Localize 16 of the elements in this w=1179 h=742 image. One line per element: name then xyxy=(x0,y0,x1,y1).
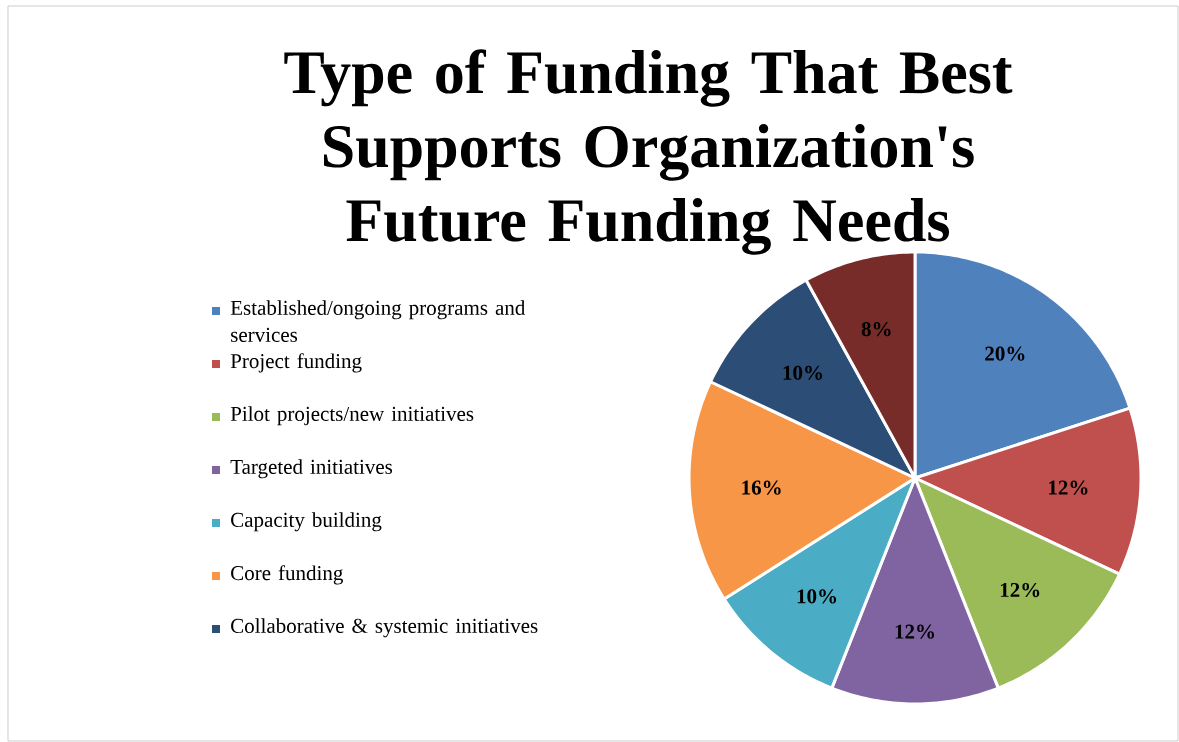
legend-label: Collaborative & systemic initiatives xyxy=(231,618,538,638)
data-label: 12% xyxy=(1000,582,1040,598)
data-label: 20% xyxy=(985,346,1025,361)
legend-label: Pilot projects/new initiatives xyxy=(230,406,474,426)
legend-label: Established/ongoing programs and services xyxy=(230,300,526,342)
data-label: 12% xyxy=(895,624,935,639)
data-label: 12% xyxy=(1049,480,1088,495)
legend-label: Core funding xyxy=(231,565,343,585)
data-label: 16% xyxy=(742,480,781,495)
data-label: 8% xyxy=(861,322,891,337)
chart-title: Type of Funding That Best Supports Organization's Future Funding Needs xyxy=(284,49,1013,255)
legend-label: Capacity building xyxy=(231,512,382,532)
data-label: 10% xyxy=(783,365,823,380)
data-label: 10% xyxy=(797,589,837,604)
legend-label: Targeted initiatives xyxy=(230,459,393,479)
legend-label: Project funding xyxy=(230,353,362,373)
